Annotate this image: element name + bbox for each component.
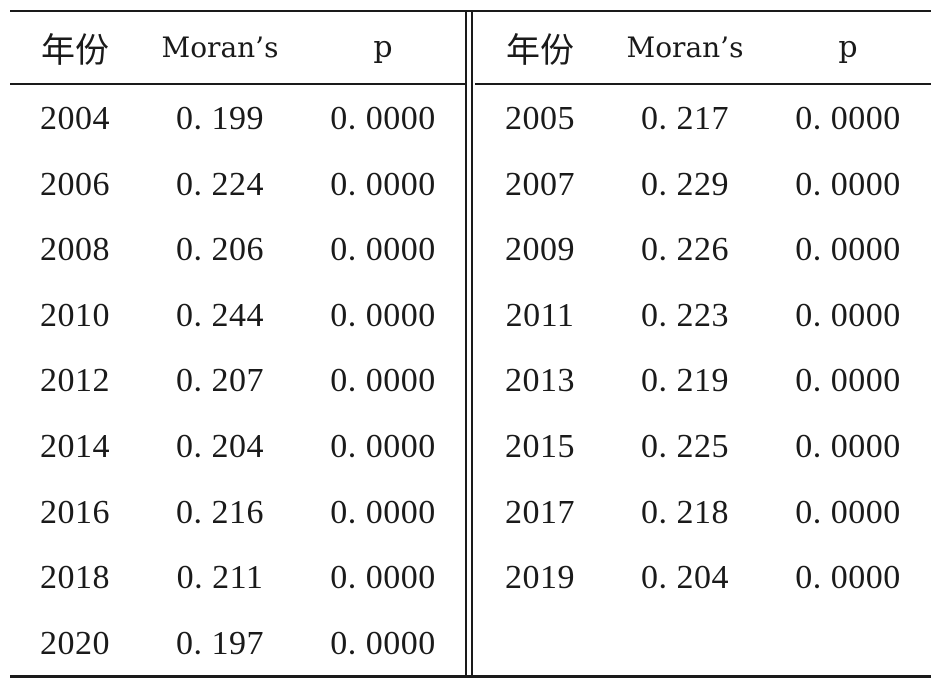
cell-year: 2004 <box>40 100 110 137</box>
cell-p: 0. 0000 <box>795 362 901 400</box>
cell-p: 0. 0000 <box>330 100 436 137</box>
cell-p: 0. 0000 <box>330 362 436 400</box>
table-row: 2019 0. 204 0. 0000 <box>475 545 931 611</box>
cell-morans: 0. 218 <box>641 493 729 531</box>
header-year: 年份 <box>41 30 109 71</box>
table-row: 2010 0. 244 0. 0000 <box>10 283 466 349</box>
cell-p: 0. 0000 <box>795 493 901 531</box>
table-row: 2013 0. 219 0. 0000 <box>475 348 931 414</box>
double-divider-line-2 <box>471 10 473 677</box>
cell-p: 0. 0000 <box>330 493 436 531</box>
cell-morans: 0. 219 <box>641 362 729 400</box>
header-morans: Moran’s <box>161 30 279 64</box>
table-row: 2008 0. 206 0. 0000 <box>10 217 466 283</box>
table-row: 2017 0. 218 0. 0000 <box>475 480 931 546</box>
cell-p: 0. 0000 <box>795 559 901 597</box>
cell-morans: 0. 244 <box>176 296 264 334</box>
cell-year: 2006 <box>40 165 110 203</box>
cell-year: 2011 <box>505 296 575 334</box>
cell-p: 0. 0000 <box>330 624 436 662</box>
cell-morans: 0. 206 <box>176 231 264 269</box>
cell-morans: 0. 216 <box>176 493 264 531</box>
table-row: 2006 0. 224 0. 0000 <box>10 152 466 218</box>
cell-year: 2013 <box>505 362 575 400</box>
cell-morans: 0. 217 <box>641 100 729 137</box>
table-top-rule <box>10 10 931 12</box>
cell-year: 2008 <box>40 231 110 269</box>
table-row: 2018 0. 211 0. 0000 <box>10 545 466 611</box>
cell-morans: 0. 197 <box>176 624 264 662</box>
cell-p: 0. 0000 <box>330 559 436 597</box>
table-row: 2004 0. 199 0. 0000 <box>10 86 466 152</box>
cell-morans: 0. 211 <box>176 559 264 597</box>
table-row: 2015 0. 225 0. 0000 <box>475 414 931 480</box>
table-row: 2005 0. 217 0. 0000 <box>475 86 931 152</box>
table-row: 2007 0. 229 0. 0000 <box>475 152 931 218</box>
cell-p: 0. 0000 <box>795 165 901 203</box>
header-rule-left <box>10 83 466 85</box>
cell-year: 2007 <box>505 165 575 203</box>
cell-morans: 0. 224 <box>176 165 264 203</box>
cell-morans: 0. 226 <box>641 231 729 269</box>
table-row: 2016 0. 216 0. 0000 <box>10 480 466 546</box>
double-divider-line-1 <box>465 10 467 677</box>
table-row: 2012 0. 207 0. 0000 <box>10 348 466 414</box>
cell-p: 0. 0000 <box>330 231 436 269</box>
cell-year: 2009 <box>505 231 575 269</box>
cell-p: 0. 0000 <box>330 165 436 203</box>
cell-p: 0. 0000 <box>330 428 436 465</box>
cell-morans: 0. 225 <box>641 428 729 465</box>
cell-p: 0. 0000 <box>330 296 436 334</box>
table-bottom-rule <box>10 675 931 678</box>
cell-p: 0. 0000 <box>795 428 901 465</box>
cell-year: 2020 <box>40 624 110 662</box>
header-rule-right <box>475 83 931 85</box>
cell-morans: 0. 199 <box>176 100 264 137</box>
cell-morans: 0. 229 <box>641 165 729 203</box>
cell-morans: 0. 204 <box>176 428 264 465</box>
cell-year: 2010 <box>40 296 110 334</box>
header-morans: Moran’s <box>626 30 744 64</box>
cell-year: 2016 <box>40 493 110 531</box>
header-p: p <box>373 29 393 65</box>
cell-year: 2018 <box>40 559 110 597</box>
cell-morans: 0. 207 <box>176 362 264 400</box>
header-p: p <box>838 29 858 65</box>
cell-p: 0. 0000 <box>795 231 901 269</box>
cell-year: 2012 <box>40 362 110 400</box>
header-year: 年份 <box>506 30 574 71</box>
cell-year: 2017 <box>505 493 575 531</box>
cell-year: 2015 <box>505 428 575 465</box>
cell-year: 2005 <box>505 100 575 137</box>
cell-year: 2014 <box>40 428 110 465</box>
cell-morans: 0. 223 <box>641 296 729 334</box>
cell-p: 0. 0000 <box>795 100 901 137</box>
cell-p: 0. 0000 <box>795 296 901 334</box>
moran-index-table: 年份 Moran’s p 2004 0. 199 0. 0000 2006 0. 224… <box>10 10 931 678</box>
table-row: 2011 0. 223 0. 0000 <box>475 283 931 349</box>
cell-year: 2019 <box>505 559 575 597</box>
table-row: 2020 0. 197 0. 0000 <box>10 611 466 677</box>
table-row: 2014 0. 204 0. 0000 <box>10 414 466 480</box>
cell-morans: 0. 204 <box>641 559 729 597</box>
table-row: 2009 0. 226 0. 0000 <box>475 217 931 283</box>
